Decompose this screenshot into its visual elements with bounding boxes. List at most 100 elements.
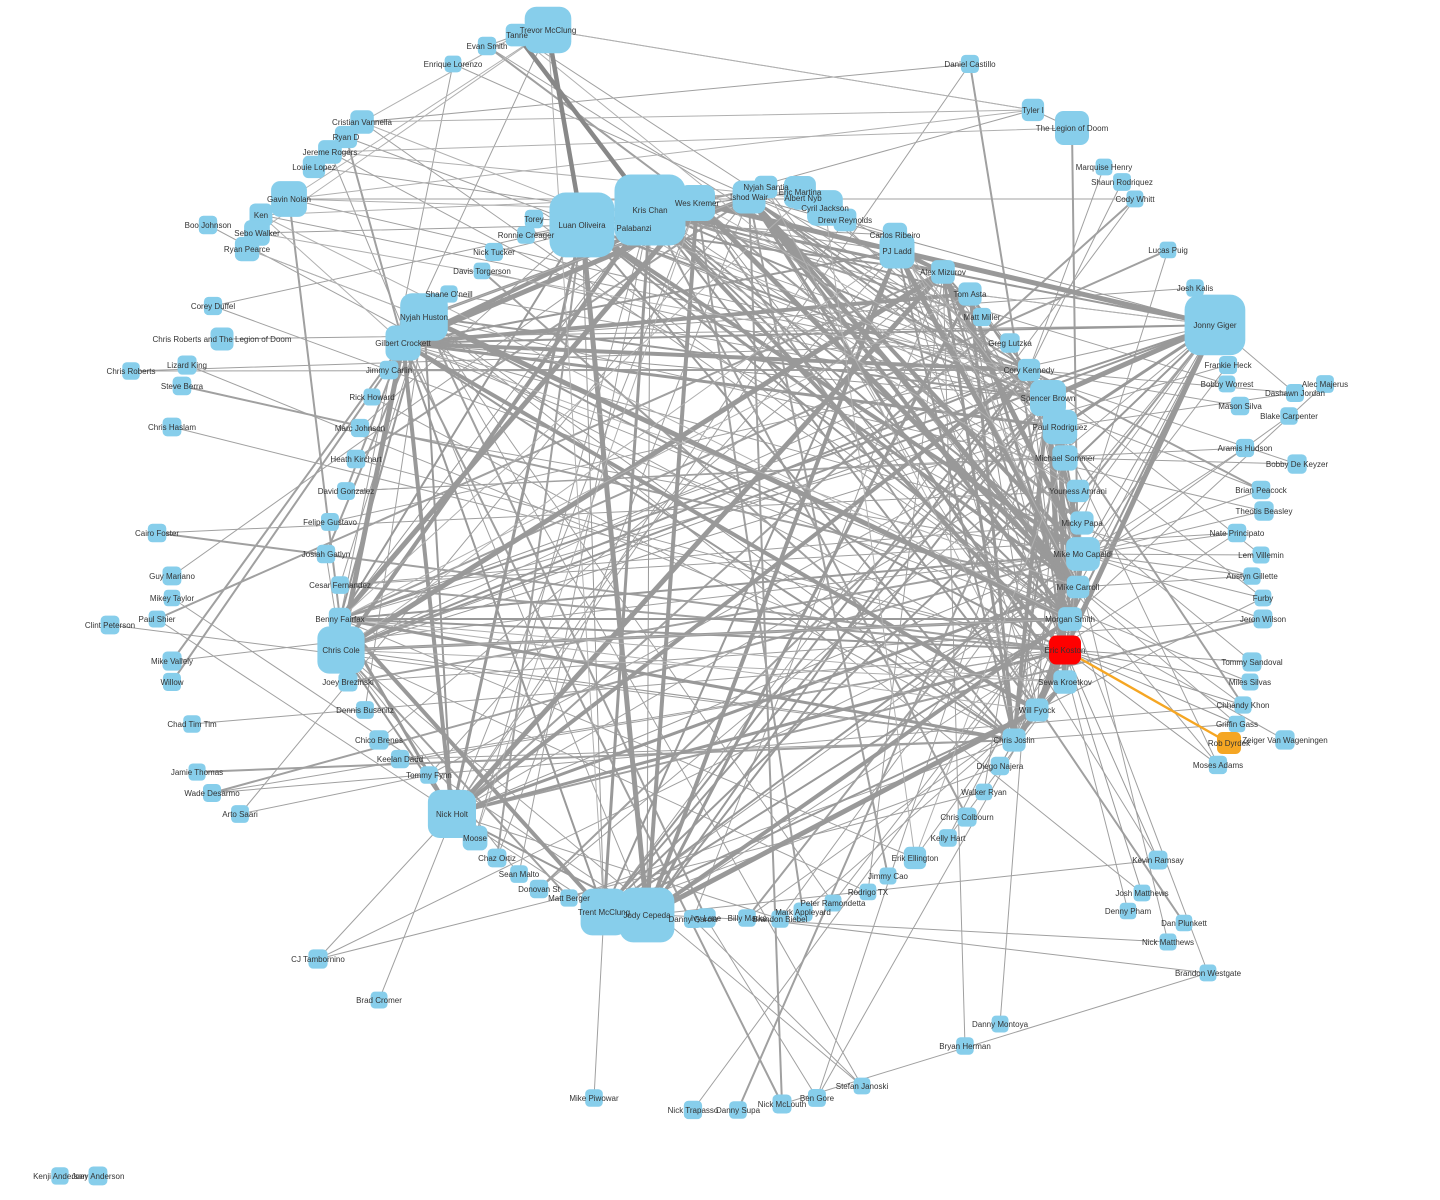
svg-text:Chaz Ortiz: Chaz Ortiz (478, 854, 516, 863)
svg-text:Bobby De Keyzer: Bobby De Keyzer (1266, 460, 1329, 469)
svg-text:Marc Johnson: Marc Johnson (335, 424, 385, 433)
svg-text:CJ Tambornino: CJ Tambornino (291, 955, 345, 964)
svg-text:Trent McClung: Trent McClung (578, 908, 630, 917)
svg-text:Erik Ellington: Erik Ellington (892, 854, 939, 863)
svg-text:Stefan Janoski: Stefan Janoski (836, 1082, 889, 1091)
svg-text:Mike Mo Capaldi: Mike Mo Capaldi (1053, 550, 1113, 559)
svg-text:Chris Joslin: Chris Joslin (993, 736, 1034, 745)
svg-text:Mike Vallely: Mike Vallely (151, 657, 193, 666)
svg-text:Danny Garcia: Danny Garcia (669, 915, 718, 924)
svg-text:Ronnie Creager: Ronnie Creager (498, 231, 555, 240)
svg-text:Mikey Taylor: Mikey Taylor (150, 594, 195, 603)
svg-text:Kevin Ramsay: Kevin Ramsay (1132, 856, 1184, 865)
svg-text:Gilbert Crockett: Gilbert Crockett (375, 339, 431, 348)
svg-text:Nick Trapasso: Nick Trapasso (668, 1106, 719, 1115)
svg-text:Chris Colbourn: Chris Colbourn (940, 813, 993, 822)
svg-text:Felipe Gustavo: Felipe Gustavo (303, 518, 357, 527)
svg-text:David Gonzalez: David Gonzalez (318, 487, 374, 496)
svg-text:Lem Villemin: Lem Villemin (1238, 551, 1284, 560)
svg-text:Brandon Westgate: Brandon Westgate (1175, 969, 1242, 978)
svg-text:Bobby Worrest: Bobby Worrest (1201, 380, 1255, 389)
svg-text:Corey Duffel: Corey Duffel (191, 302, 236, 311)
svg-text:Furby: Furby (1253, 594, 1273, 603)
svg-text:PJ Ladd: PJ Ladd (882, 247, 911, 256)
svg-text:Dan Plunkett: Dan Plunkett (1161, 919, 1208, 928)
svg-text:Tom Asta: Tom Asta (954, 290, 987, 299)
svg-text:Joey Brezinski: Joey Brezinski (322, 678, 374, 687)
svg-text:Josh Matthews: Josh Matthews (1115, 889, 1168, 898)
svg-text:Nick Holt: Nick Holt (436, 810, 469, 819)
svg-text:Austyn Gillette: Austyn Gillette (1226, 572, 1278, 581)
svg-text:Will Fyock: Will Fyock (1019, 706, 1056, 715)
svg-text:Jody Cepeda: Jody Cepeda (623, 911, 671, 920)
svg-text:Eric Koston: Eric Koston (1045, 646, 1086, 655)
svg-text:Nick Matthews: Nick Matthews (1142, 938, 1194, 947)
svg-text:Marquise Henry: Marquise Henry (1076, 163, 1132, 172)
svg-text:Chad Tim Tim: Chad Tim Tim (167, 720, 217, 729)
svg-text:Frankie Heck: Frankie Heck (1204, 361, 1252, 370)
svg-text:The Legion of Doom: The Legion of Doom (1036, 124, 1109, 133)
svg-text:Palabanzi: Palabanzi (616, 224, 651, 233)
svg-text:Sean Malto: Sean Malto (499, 870, 540, 879)
svg-text:Shane O'neill: Shane O'neill (425, 290, 473, 299)
svg-text:Danny Supa: Danny Supa (716, 1106, 761, 1115)
svg-text:Greg Lutzka: Greg Lutzka (988, 339, 1032, 348)
svg-text:Enrique Lorenzo: Enrique Lorenzo (424, 60, 483, 69)
svg-text:Jamie Thomas: Jamie Thomas (171, 768, 223, 777)
svg-text:Blake Carpenter: Blake Carpenter (1260, 412, 1318, 421)
svg-text:Paul Shier: Paul Shier (139, 615, 176, 624)
svg-text:Guy Mariano: Guy Mariano (149, 572, 195, 581)
svg-text:Evan Smith: Evan Smith (467, 42, 508, 51)
svg-text:Peter Ramondetta: Peter Ramondetta (801, 899, 866, 908)
svg-text:Willow: Willow (160, 678, 183, 687)
svg-text:Cairo Foster: Cairo Foster (135, 529, 179, 538)
svg-text:Moses Adams: Moses Adams (1193, 761, 1243, 770)
svg-text:Cristian Vannella: Cristian Vannella (332, 118, 392, 127)
svg-text:Micky Papa: Micky Papa (1061, 519, 1103, 528)
svg-text:Diego Najera: Diego Najera (977, 762, 1024, 771)
svg-text:Matt Berger: Matt Berger (548, 894, 590, 903)
svg-text:Gavin Nolan: Gavin Nolan (267, 195, 311, 204)
svg-text:Paul Rodriguez: Paul Rodriguez (1033, 423, 1088, 432)
svg-text:Sewa Kroetkov: Sewa Kroetkov (1038, 678, 1092, 687)
svg-text:Joey Anderson: Joey Anderson (72, 1172, 125, 1181)
svg-text:Tommy Fynn: Tommy Fynn (406, 771, 452, 780)
svg-text:Aramis Hudson: Aramis Hudson (1218, 444, 1273, 453)
svg-text:Cyril Jackson: Cyril Jackson (801, 204, 849, 213)
svg-text:Lucas Puig: Lucas Puig (1148, 246, 1188, 255)
svg-text:Louie Lopez: Louie Lopez (292, 163, 336, 172)
svg-text:Moose: Moose (463, 834, 488, 843)
svg-text:Josh Kalis: Josh Kalis (1177, 284, 1213, 293)
svg-text:Davis Torgerson: Davis Torgerson (453, 267, 511, 276)
svg-text:Clint Peterson: Clint Peterson (85, 621, 135, 630)
svg-text:Shaun Rodriquez: Shaun Rodriquez (1091, 178, 1153, 187)
svg-text:Lizard King: Lizard King (167, 361, 207, 370)
svg-text:Bryan Herman: Bryan Herman (939, 1042, 991, 1051)
svg-text:Kelly Hart: Kelly Hart (931, 834, 966, 843)
svg-text:Ishod Wair: Ishod Wair (730, 193, 768, 202)
svg-text:Jimmy Carlin: Jimmy Carlin (366, 366, 412, 375)
svg-text:Walker Ryan: Walker Ryan (961, 788, 1007, 797)
svg-text:Rodrigo TX: Rodrigo TX (848, 888, 889, 897)
svg-text:Sebo Walker: Sebo Walker (234, 229, 280, 238)
svg-text:Michael Sommer: Michael Sommer (1035, 454, 1095, 463)
svg-text:Ryan Pearce: Ryan Pearce (224, 245, 271, 254)
svg-text:Steve Berra: Steve Berra (161, 382, 204, 391)
svg-text:Alex Mizurov: Alex Mizurov (920, 268, 966, 277)
svg-text:Daniel Castillo: Daniel Castillo (944, 60, 996, 69)
svg-text:Albert Nyb: Albert Nyb (784, 194, 822, 203)
svg-text:Theotis Beasley: Theotis Beasley (1236, 507, 1293, 516)
svg-text:Mike Carroll: Mike Carroll (1057, 583, 1100, 592)
svg-text:Torey: Torey (524, 215, 544, 224)
svg-text:Benny Fairfax: Benny Fairfax (315, 615, 364, 624)
svg-text:Mike Piwowar: Mike Piwowar (569, 1094, 619, 1103)
svg-text:Josiah Gatlyn: Josiah Gatlyn (302, 550, 350, 559)
svg-text:Heath Kirchart: Heath Kirchart (330, 455, 382, 464)
svg-text:Chico Brenes: Chico Brenes (355, 736, 403, 745)
svg-text:Dennis Busenitz: Dennis Busenitz (336, 706, 394, 715)
svg-text:Brian Peacock: Brian Peacock (1235, 486, 1288, 495)
svg-text:Brad Cromer: Brad Cromer (356, 996, 402, 1005)
svg-text:Donovan St: Donovan St (518, 885, 561, 894)
svg-text:Tyler I: Tyler I (1022, 106, 1044, 115)
svg-text:Drew Reynolds: Drew Reynolds (818, 216, 872, 225)
